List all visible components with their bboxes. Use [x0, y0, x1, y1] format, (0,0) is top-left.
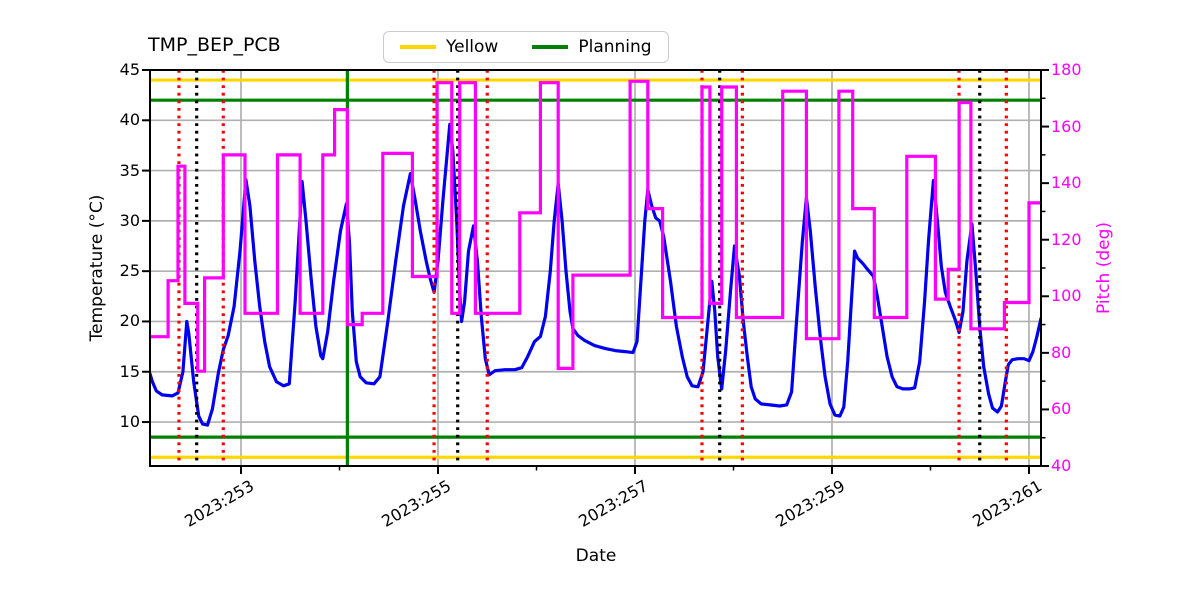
y-right-tick-label: 80 — [1051, 342, 1072, 362]
y-left-tick-label: 10 — [119, 412, 140, 432]
y-right-tick-label: 140 — [1051, 173, 1082, 193]
legend-planning-line — [532, 45, 569, 49]
y-left-tick-label: 45 — [119, 60, 140, 79]
y-left-tick-label: 30 — [119, 210, 140, 230]
legend-yellow-line — [400, 45, 436, 49]
y-left-tick-label: 25 — [119, 261, 140, 281]
legend: Yellow Planning — [383, 31, 669, 63]
y-right-tick-label: 40 — [1051, 456, 1072, 475]
y-right-tick-label: 160 — [1051, 116, 1082, 136]
pitch-line — [150, 79, 1041, 373]
chart-title: TMP_BEP_PCB — [148, 34, 281, 56]
temperature-line — [150, 122, 1041, 427]
y-left-tick-label: 20 — [119, 311, 140, 331]
y-left-tick-label: 35 — [119, 160, 140, 180]
legend-label-planning: Planning — [578, 37, 652, 57]
y-right-tick-label: 120 — [1051, 229, 1082, 249]
y-axis-label-right: Pitch (deg) — [1094, 221, 1114, 315]
x-axis-label: Date — [575, 546, 617, 566]
legend-label-yellow: Yellow — [446, 37, 499, 57]
y-left-tick-label: 40 — [119, 110, 140, 130]
y-right-tick-label: 100 — [1051, 286, 1082, 306]
y-right-tick-label: 60 — [1051, 399, 1072, 419]
y-left-tick-label: 15 — [119, 361, 140, 381]
y-right-tick-label: 180 — [1051, 60, 1082, 79]
